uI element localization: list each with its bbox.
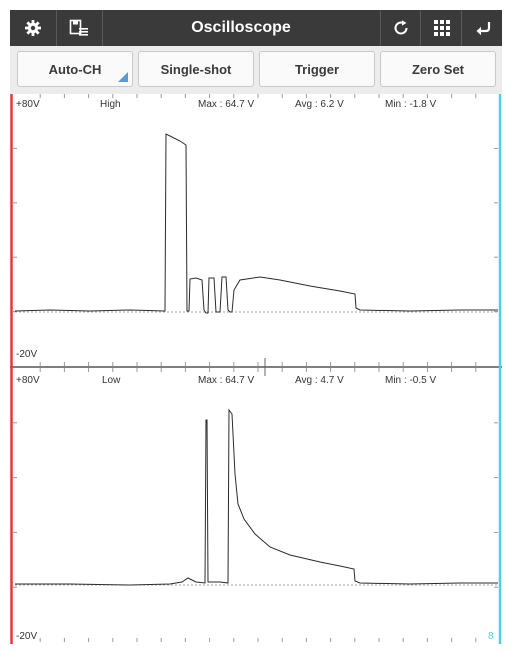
trigger-button[interactable]: Trigger	[259, 51, 375, 87]
trigger-label: Trigger	[294, 61, 340, 77]
channel-high-bottom-scale: -20V	[16, 349, 37, 360]
refresh-button[interactable]	[380, 10, 421, 46]
zero-set-button[interactable]: Zero Set	[380, 51, 496, 87]
grid-icon	[433, 20, 450, 36]
channel-low-avg: Avg : 4.7 V	[295, 375, 344, 386]
single-shot-button[interactable]: Single-shot	[138, 51, 254, 87]
channel-high-avg: Avg : 6.2 V	[295, 99, 344, 110]
auto-ch-button[interactable]: Auto-CH	[17, 51, 133, 87]
single-shot-label: Single-shot	[160, 61, 232, 77]
channel-high-top-scale: +80V	[16, 99, 40, 110]
back-arrow-icon	[476, 22, 490, 36]
corner-marker-label: 8	[488, 631, 494, 642]
save-list-icon	[69, 19, 88, 36]
channel-low-max: Max : 64.7 V	[198, 375, 254, 386]
refresh-icon	[394, 20, 408, 35]
channel-low-bottom-scale: -20V	[16, 631, 37, 642]
channel-high-max: Max : 64.7 V	[198, 99, 254, 110]
channel-high-name: High	[100, 99, 121, 110]
channel-low-trace	[15, 408, 498, 586]
save-list-button[interactable]	[56, 10, 103, 46]
settings-button[interactable]	[10, 10, 57, 46]
grid-button[interactable]	[420, 10, 462, 46]
dropdown-corner-icon	[118, 72, 128, 82]
top-toolbar: Oscilloscope	[10, 10, 502, 46]
channel-low-name: Low	[102, 375, 121, 386]
back-button[interactable]	[461, 10, 503, 46]
channel-low-top-scale: +80V	[16, 375, 40, 386]
channel-high-trace	[14, 133, 498, 314]
gear-icon	[25, 20, 41, 36]
auto-ch-label: Auto-CH	[48, 61, 102, 77]
control-button-row: Auto-CH Single-shot Trigger Zero Set	[10, 46, 502, 94]
app-title: Oscilloscope	[191, 19, 291, 36]
channel-low-min: Min : -0.5 V	[385, 375, 436, 386]
scope-display[interactable]: +80V High Max : 64.7 V Avg : 6.2 V Min :…	[10, 94, 502, 644]
zero-set-label: Zero Set	[411, 61, 464, 77]
channel-high-min: Min : -1.8 V	[385, 99, 436, 110]
